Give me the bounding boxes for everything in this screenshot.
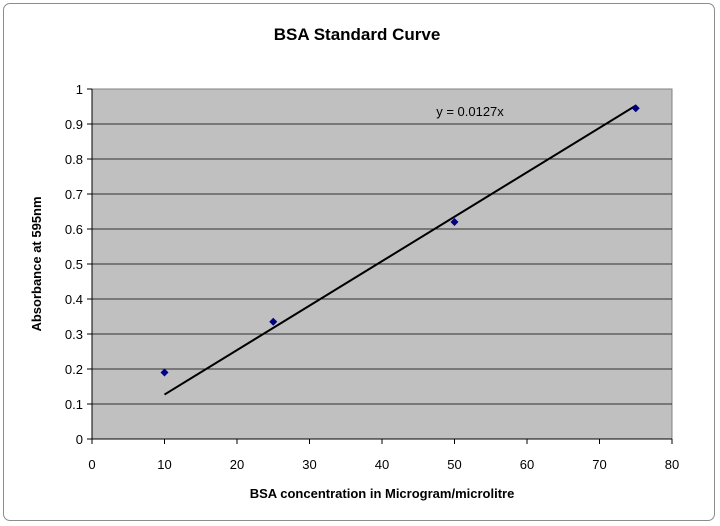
data-point (450, 218, 459, 226)
y-tick-label: 0.9 (65, 117, 83, 132)
x-axis-label: BSA concentration in Microgram/microlitr… (250, 486, 515, 501)
y-tick-label: 0.3 (65, 327, 83, 342)
x-tick-label: 70 (592, 457, 606, 472)
x-tick-label: 20 (230, 457, 244, 472)
y-tick-label: 0 (76, 432, 83, 447)
data-points (160, 104, 640, 377)
y-tick-label: 0.8 (65, 152, 83, 167)
x-tick-label: 80 (665, 457, 679, 472)
trendline-group (163, 104, 637, 396)
x-tick-label: 60 (520, 457, 534, 472)
x-tick-label: 0 (88, 457, 95, 472)
y-tick-label: 0.4 (65, 292, 83, 307)
x-tick-label: 30 (302, 457, 316, 472)
x-axis-ticks: 0 10 20 30 40 50 60 70 80 (88, 439, 679, 472)
y-tick-label: 0.5 (65, 257, 83, 272)
y-tick-label: 1 (76, 82, 83, 97)
x-tick-label: 10 (157, 457, 171, 472)
y-axis-label: Absorbance at 595nm (29, 196, 44, 331)
data-point (631, 104, 640, 113)
y-axis-ticks: 0 0.1 0.2 0.3 0.4 0.5 0.6 0.7 0.8 0.9 1 (65, 82, 92, 447)
trendline-equation: y = 0.0127x (436, 104, 504, 119)
trendline (163, 104, 637, 396)
data-point (269, 317, 278, 326)
y-tick-label: 0.2 (65, 362, 83, 377)
y-tick-label: 0.1 (65, 397, 83, 412)
chart-title: BSA Standard Curve (274, 25, 441, 44)
data-point (160, 368, 169, 377)
x-tick-label: 50 (447, 457, 461, 472)
y-tick-label: 0.6 (65, 222, 83, 237)
x-tick-label: 40 (375, 457, 389, 472)
y-tick-label: 0.7 (65, 187, 83, 202)
